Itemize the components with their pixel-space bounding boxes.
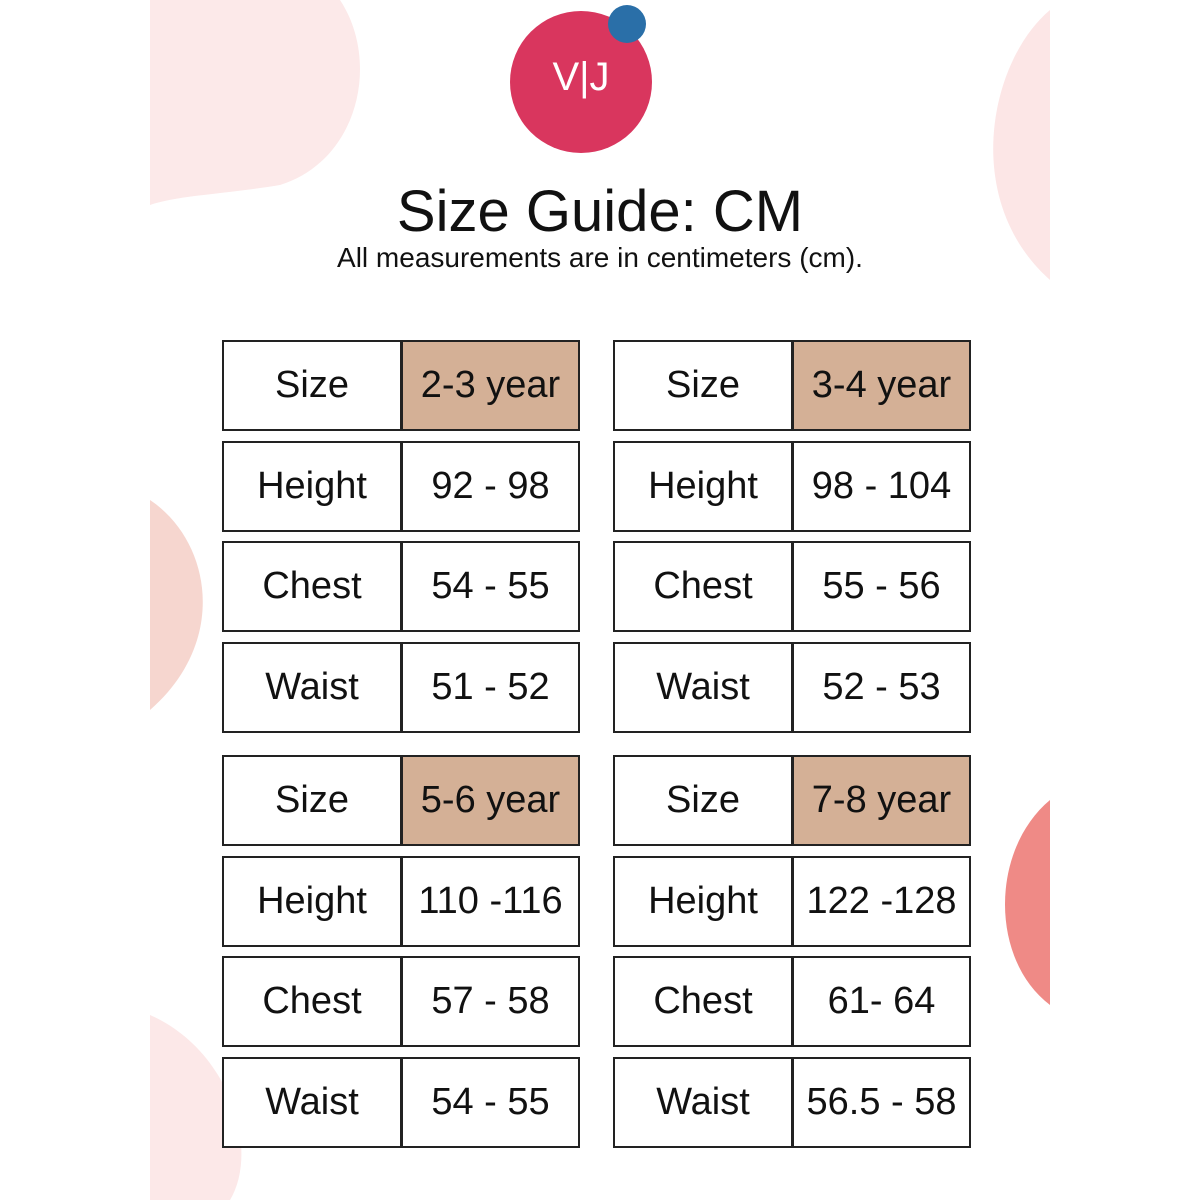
measure-label: Chest [222, 541, 402, 632]
title: Size Guide: CM [396, 179, 804, 244]
blob [150, 500, 203, 710]
measure-value: 122 -128 [792, 856, 971, 947]
header-label: Size [613, 755, 793, 846]
measure-value: 52 - 53 [792, 642, 971, 733]
measure-label: Waist [613, 1057, 793, 1148]
blob [150, 0, 360, 205]
header-label: Size [222, 340, 402, 431]
measure-label: Waist [222, 1057, 402, 1148]
logo-dot [608, 5, 646, 43]
measure-value: 55 - 56 [792, 541, 971, 632]
measure-label: Chest [613, 541, 793, 632]
measure-label: Waist [222, 642, 402, 733]
measure-label: Waist [613, 642, 793, 733]
measure-value: 54 - 55 [401, 1057, 580, 1148]
measure-label: Height [222, 441, 402, 532]
measure-value: 98 - 104 [792, 441, 971, 532]
header-label: Size [222, 755, 402, 846]
header-label: Size [613, 340, 793, 431]
measure-label: Chest [613, 956, 793, 1047]
blob [993, 10, 1050, 280]
size-value: 3-4 year [792, 340, 971, 431]
blob [1005, 800, 1050, 1005]
logo-text: V|J [552, 55, 610, 99]
size-value: 7-8 year [792, 755, 971, 846]
measure-label: Height [613, 856, 793, 947]
measure-value: 110 -116 [401, 856, 580, 947]
measure-value: 61- 64 [792, 956, 971, 1047]
measure-label: Chest [222, 956, 402, 1047]
measure-label: Height [613, 441, 793, 532]
measure-value: 54 - 55 [401, 541, 580, 632]
size-value: 5-6 year [401, 755, 580, 846]
size-value: 2-3 year [401, 340, 580, 431]
measure-value: 92 - 98 [401, 441, 580, 532]
measure-label: Height [222, 856, 402, 947]
measure-value: 56.5 - 58 [792, 1057, 971, 1148]
measure-value: 57 - 58 [401, 956, 580, 1047]
logo-circle [510, 11, 652, 153]
blob [150, 1015, 242, 1200]
subtitle: All measurements are in centimeters (cm)… [337, 242, 863, 273]
measure-value: 51 - 52 [401, 642, 580, 733]
